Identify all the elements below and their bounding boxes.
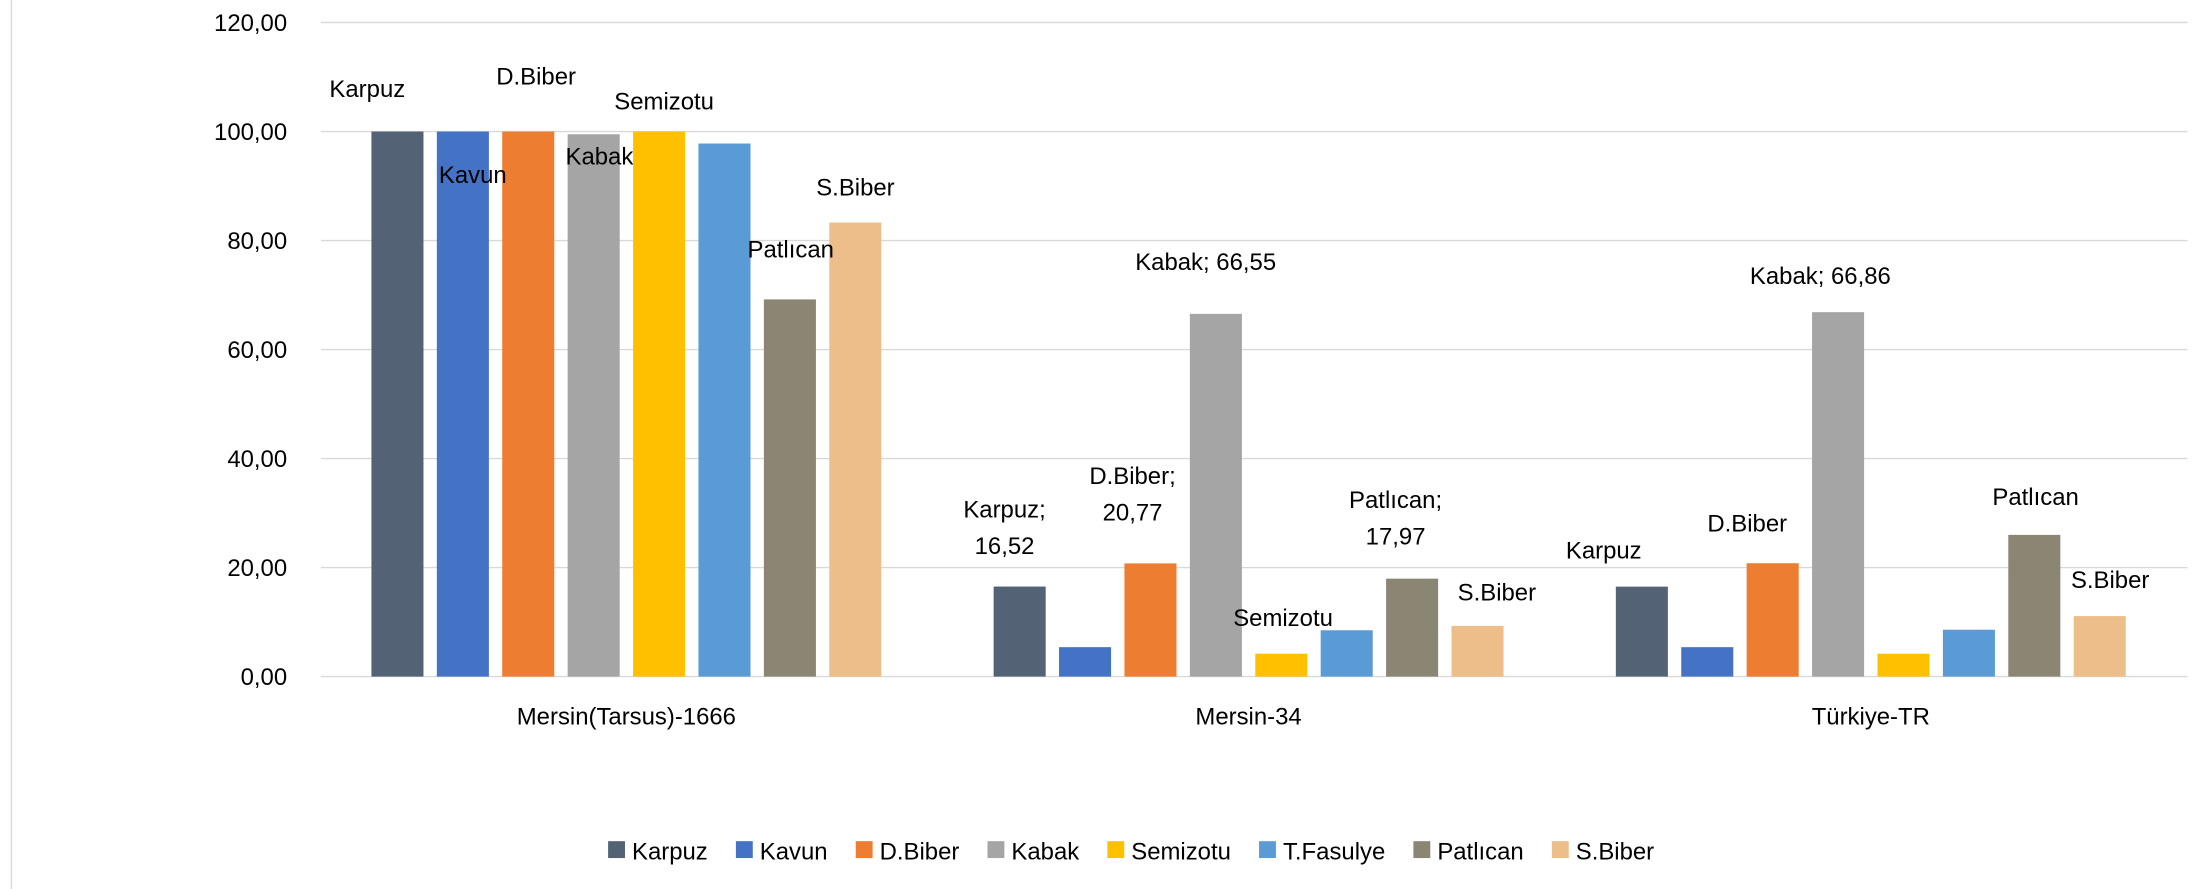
- legend-label: Semizotu: [1131, 838, 1231, 865]
- legend-label: S.Biber: [1576, 838, 1654, 865]
- bar: [633, 131, 686, 677]
- legend-swatch: [855, 841, 873, 859]
- data-label: D.Biber: [496, 63, 576, 91]
- bar: [1681, 647, 1734, 677]
- data-label-box: Kabak; 66,55: [1135, 248, 1277, 276]
- data-label-box: D.Biber; 20,77: [1089, 462, 1176, 527]
- data-label-box: Kabak; 66,86: [1749, 263, 1891, 290]
- legend-swatch: [735, 841, 753, 859]
- legend-swatch: [987, 841, 1005, 859]
- data-label-box: Patlıcan: [747, 236, 834, 264]
- bar: [502, 131, 555, 677]
- data-label: Semizotu: [614, 88, 714, 116]
- data-label-box: Semizotu: [614, 88, 714, 116]
- data-label-box: Semizotu: [1233, 604, 1333, 632]
- data-label: Kabak; 66,86: [1749, 263, 1891, 290]
- y-tick-label: 100,00: [214, 119, 287, 146]
- legend-label: Patlıcan: [1437, 838, 1523, 865]
- legend-swatch: [1551, 841, 1569, 859]
- legend-swatch: [1413, 841, 1431, 859]
- bar: [829, 222, 882, 677]
- bar: [2008, 534, 2061, 677]
- bar: [1386, 578, 1439, 677]
- data-label: Semizotu: [1233, 604, 1333, 632]
- data-label-box: S.Biber: [1457, 579, 1537, 607]
- legend: Karpuz Kavun D.Biber Kabak Semizotu T.Fasulye…: [608, 838, 1654, 865]
- legend-label: Kavun: [760, 838, 828, 865]
- y-tick-label: 20,00: [227, 555, 287, 582]
- bar: [1877, 653, 1930, 677]
- y-tick-label: 40,00: [227, 446, 287, 473]
- bar: [698, 143, 751, 677]
- data-label-box: Patlıcan; 17,97: [1349, 486, 1443, 550]
- y-tick-label: 120,00: [214, 10, 287, 37]
- legend-label: D.Biber: [880, 838, 960, 865]
- data-label: Patlıcan: [747, 236, 834, 264]
- data-label-box: D.Biber: [1707, 510, 1788, 538]
- bar: [1746, 563, 1799, 677]
- data-label: S.Biber: [816, 174, 895, 202]
- data-label: Kabak: [565, 143, 634, 171]
- data-label: D.Biber; 20,77: [1089, 462, 1176, 527]
- y-tick-label: 60,00: [227, 337, 287, 364]
- data-label: Patlıcan: [1992, 483, 2079, 511]
- bar: [1189, 313, 1242, 677]
- data-label-box: Karpuz; 16,52: [963, 496, 1046, 560]
- bar: [567, 134, 620, 677]
- legend-swatch: [1259, 841, 1276, 859]
- chart-frame: [10, 0, 13, 889]
- data-label-box: D.Biber: [496, 63, 576, 91]
- bar: [371, 131, 424, 677]
- data-label: S.Biber: [2070, 566, 2150, 594]
- y-tick-label: 0,00: [241, 664, 288, 691]
- y-tick-label: 80,00: [227, 228, 287, 255]
- data-label: Kavun: [438, 161, 507, 189]
- data-label-box: S.Biber: [816, 174, 895, 202]
- bar: [1320, 630, 1373, 677]
- data-label: D.Biber: [1707, 510, 1788, 538]
- bar: [1059, 647, 1112, 677]
- data-label: Karpuz: [329, 75, 406, 103]
- data-label-box: Karpuz: [1565, 537, 1642, 565]
- bar: [1812, 312, 1865, 677]
- data-label: S.Biber: [1457, 579, 1537, 607]
- data-label: Karpuz; 16,52: [963, 496, 1046, 560]
- data-label: Patlıcan; 17,97: [1349, 486, 1443, 550]
- data-label-box: Kabak: [565, 143, 634, 171]
- x-tick-label: Türkiye-TR: [1812, 703, 1930, 730]
- bar: [1255, 653, 1308, 677]
- legend-label: T.Fasulye: [1283, 838, 1385, 865]
- data-label-box: S.Biber: [2070, 566, 2150, 594]
- bar: [2073, 616, 2126, 677]
- data-label: Karpuz: [1565, 537, 1642, 565]
- bar: [1942, 629, 1995, 677]
- bar: [993, 586, 1046, 677]
- data-label-box: Kavun: [438, 161, 507, 189]
- legend-swatch: [1107, 841, 1125, 859]
- bar: [1124, 563, 1177, 677]
- data-label-box: Karpuz: [329, 75, 406, 103]
- bar: [1615, 586, 1668, 677]
- legend-label: Kabak: [1011, 838, 1079, 865]
- bar: [436, 131, 489, 677]
- bar: [763, 299, 816, 677]
- bar: [1451, 625, 1504, 677]
- x-tick-label: Mersin-34: [1195, 703, 1301, 730]
- legend-label: Karpuz: [632, 838, 708, 865]
- x-tick-label: Mersin(Tarsus)-1666: [517, 703, 736, 730]
- legend-swatch: [608, 841, 625, 859]
- data-label: Kabak; 66,55: [1135, 248, 1277, 276]
- data-label-box: Patlıcan: [1992, 483, 2079, 511]
